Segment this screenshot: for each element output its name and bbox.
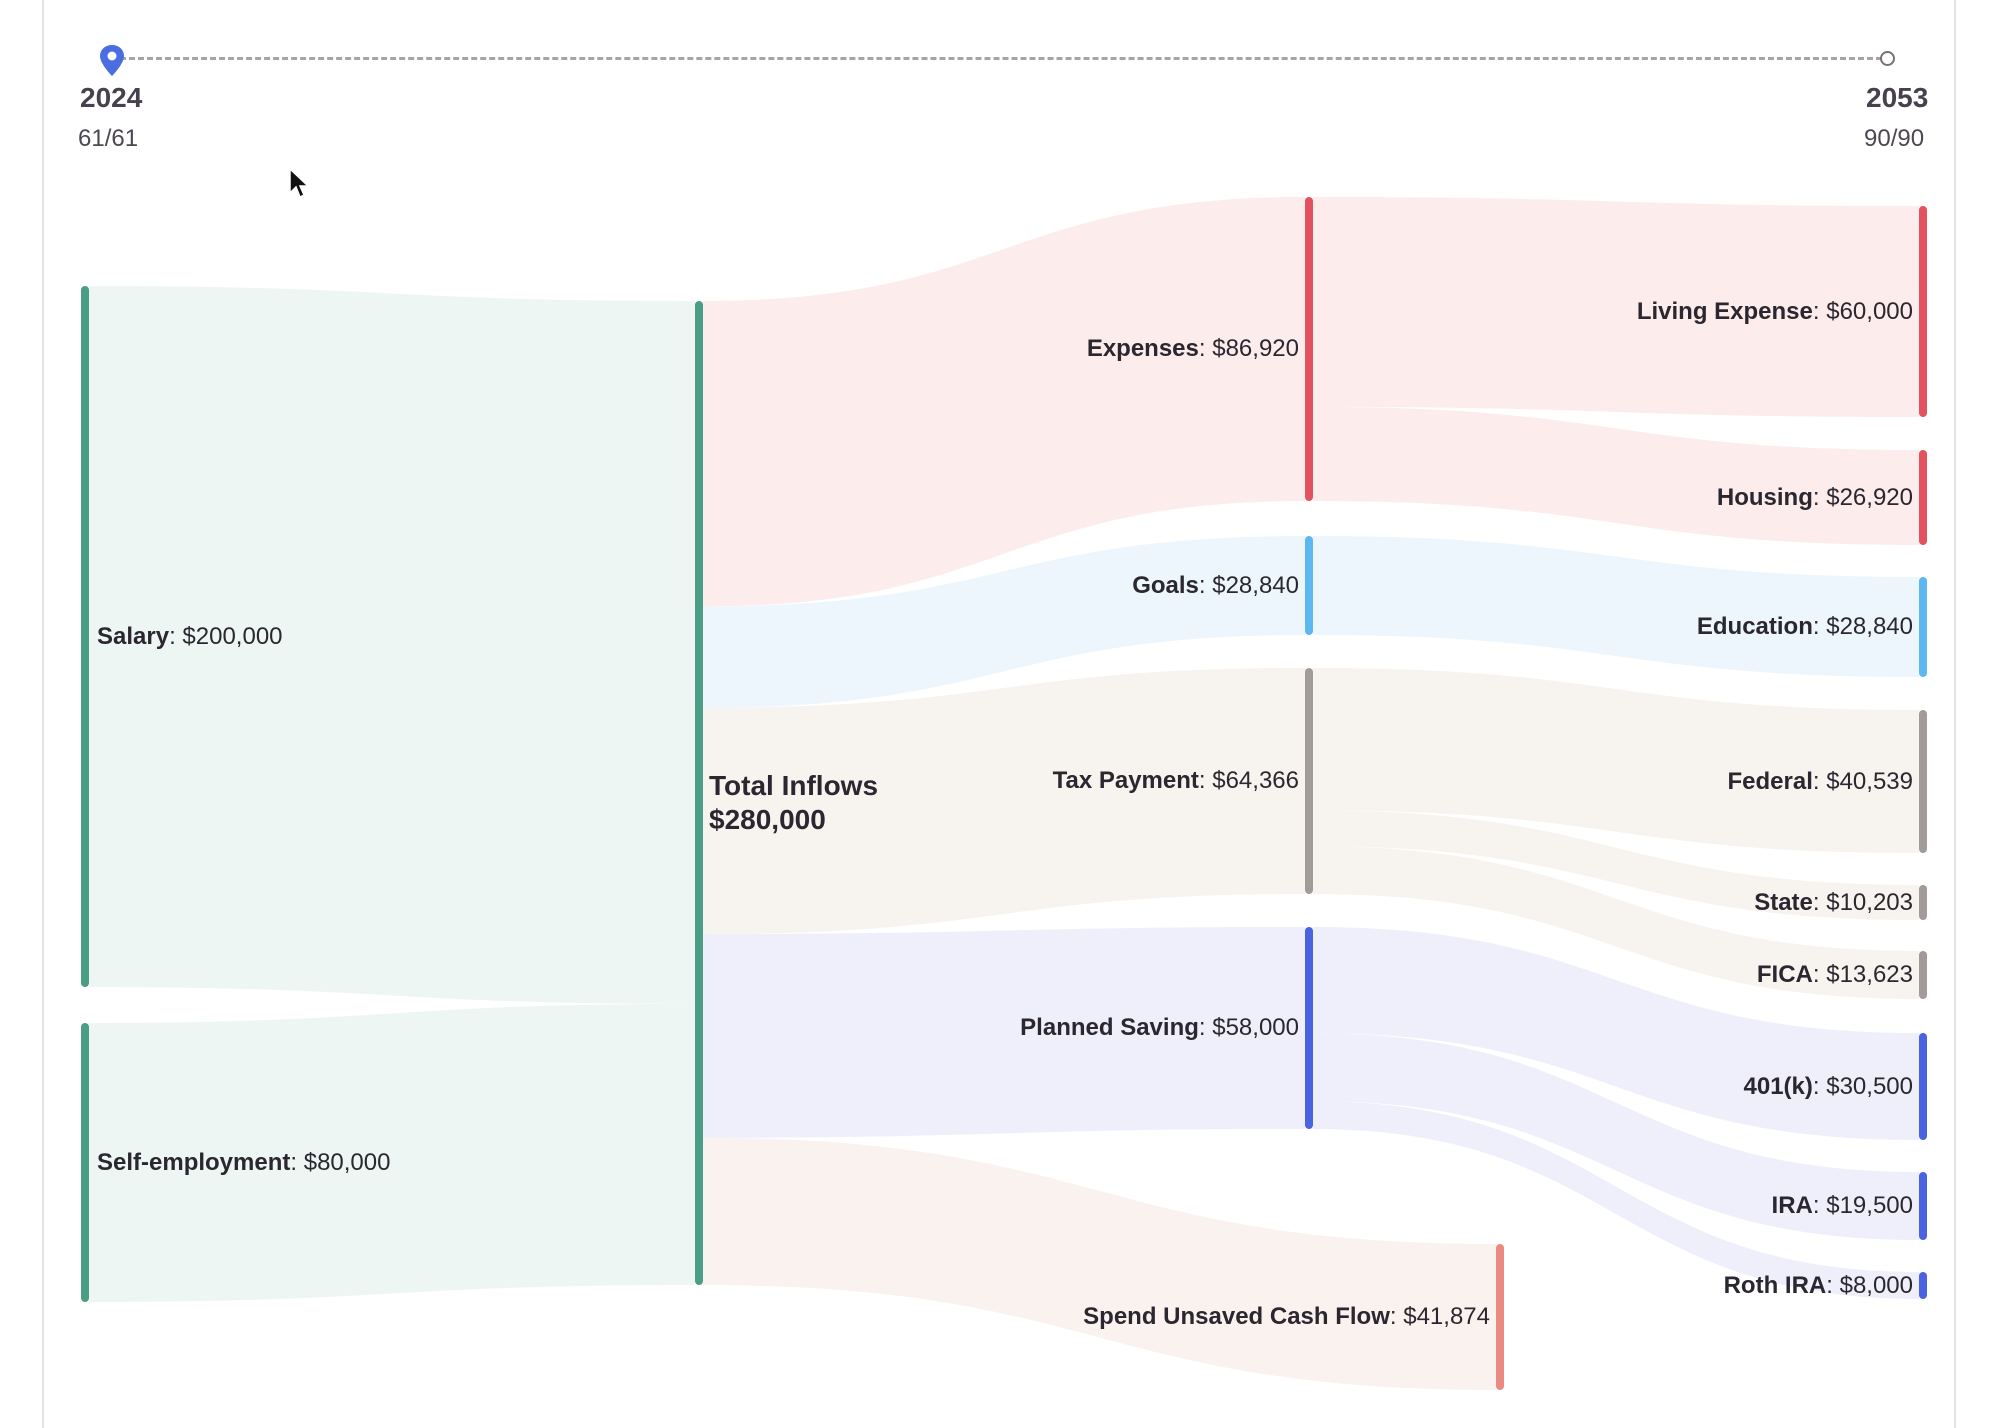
node-bar-living[interactable] xyxy=(1919,206,1927,417)
link-saving-ira[interactable] xyxy=(1313,1033,1919,1240)
node-name: Roth IRA xyxy=(1723,1271,1827,1299)
link-expenses-housing[interactable] xyxy=(1313,406,1919,545)
node-label-ira: IRA: $19,500 xyxy=(1771,1192,1913,1219)
node-label-housing: Housing: $26,920 xyxy=(1716,483,1913,511)
node-bar-roth[interactable] xyxy=(1919,1272,1927,1299)
node-label-federal: Federal: $40,539 xyxy=(1727,767,1913,795)
start-year: 2024 xyxy=(80,82,143,113)
node-name: State xyxy=(1754,888,1813,916)
node-value: $86,920 xyxy=(1212,335,1299,362)
node-bar-ira[interactable] xyxy=(1919,1172,1927,1240)
link-salary-total[interactable] xyxy=(89,286,695,1004)
node-label-expenses: Expenses: $86,920 xyxy=(1086,335,1299,362)
node-bar-tax[interactable] xyxy=(1305,668,1313,894)
node-value: $60,000 xyxy=(1826,297,1913,325)
node-name: Expenses xyxy=(1086,335,1199,362)
timeline-track xyxy=(120,57,1882,60)
node-value: $10,203 xyxy=(1826,888,1913,916)
link-saving-roth[interactable] xyxy=(1313,1101,1919,1299)
end-year: 2053 xyxy=(1866,82,1929,113)
node-name: FICA xyxy=(1756,961,1813,988)
link-selfemp-total[interactable] xyxy=(89,1003,695,1302)
node-value: $80,000 xyxy=(303,1148,391,1176)
node-bar-housing[interactable] xyxy=(1919,450,1927,545)
node-name: Goals xyxy=(1132,571,1199,599)
node-bar-salary[interactable] xyxy=(81,286,89,987)
node-name: Tax Payment xyxy=(1052,767,1199,794)
mouse-cursor-icon xyxy=(289,168,310,199)
node-value: $58,000 xyxy=(1212,1014,1299,1041)
link-total-saving[interactable] xyxy=(703,927,1305,1138)
node-label-state: State: $10,203 xyxy=(1754,888,1913,916)
link-tax-fica[interactable] xyxy=(1313,846,1919,999)
node-bar-spend[interactable] xyxy=(1496,1244,1504,1390)
node-label-tax: Tax Payment: $64,366 xyxy=(1052,767,1299,794)
link-total-tax[interactable] xyxy=(703,668,1305,935)
node-bar-selfemp[interactable] xyxy=(81,1023,89,1302)
node-bar-fica[interactable] xyxy=(1919,951,1927,999)
node-bar-federal[interactable] xyxy=(1919,710,1927,853)
node-label-living: Living Expense: $60,000 xyxy=(1636,297,1913,325)
node-bar-goals[interactable] xyxy=(1305,536,1313,635)
node-name: Federal xyxy=(1727,767,1813,795)
node-name: Salary xyxy=(97,622,170,650)
node-value: $26,920 xyxy=(1826,483,1913,511)
node-label-roth: Roth IRA: $8,000 xyxy=(1723,1271,1913,1299)
node-label-salary: Salary: $200,000 xyxy=(97,622,283,650)
node-label-k401: 401(k): $30,500 xyxy=(1743,1072,1913,1100)
node-name: Self-employment xyxy=(97,1148,291,1176)
chart-panel xyxy=(42,0,1956,1428)
node-value: $200,000 xyxy=(182,622,283,650)
node-value: $28,840 xyxy=(1212,571,1299,599)
node-label-saving: Planned Saving: $58,000 xyxy=(1020,1014,1299,1041)
link-tax-state[interactable] xyxy=(1313,810,1919,920)
link-saving-k401[interactable] xyxy=(1313,927,1919,1140)
link-expenses-living[interactable] xyxy=(1313,197,1919,417)
node-name: Planned Saving xyxy=(1020,1014,1199,1041)
total-inflows-value: $280,000 xyxy=(709,804,826,835)
node-label-spend: Spend Unsaved Cash Flow: $41,874 xyxy=(1083,1303,1490,1330)
node-value: $40,539 xyxy=(1826,767,1913,795)
node-value: $41,874 xyxy=(1403,1303,1490,1330)
node-bar-state[interactable] xyxy=(1919,885,1927,920)
node-label-fica: FICA: $13,623 xyxy=(1756,961,1913,988)
node-value: $19,500 xyxy=(1826,1192,1913,1219)
node-bar-education[interactable] xyxy=(1919,577,1927,677)
node-label-goals: Goals: $28,840 xyxy=(1132,571,1299,599)
node-value: $28,840 xyxy=(1826,613,1913,640)
link-tax-federal[interactable] xyxy=(1313,668,1919,853)
link-goals-education[interactable] xyxy=(1313,536,1919,677)
circle-marker-icon[interactable] xyxy=(1880,51,1895,66)
node-value: $64,366 xyxy=(1212,767,1299,794)
link-total-expenses[interactable] xyxy=(703,197,1305,607)
node-name: Living Expense xyxy=(1636,297,1813,325)
node-bar-k401[interactable] xyxy=(1919,1033,1927,1140)
node-bar-total[interactable] xyxy=(695,301,703,1285)
start-age: 61/61 xyxy=(78,125,139,152)
node-name: IRA xyxy=(1771,1192,1813,1219)
link-total-spend[interactable] xyxy=(703,1137,1496,1390)
node-label-total: Total Inflows $280,000 xyxy=(709,769,878,837)
map-pin-icon[interactable] xyxy=(98,44,126,78)
end-age: 90/90 xyxy=(1864,125,1925,152)
node-label-selfemp: Self-employment: $80,000 xyxy=(97,1148,391,1176)
node-name: Housing xyxy=(1716,483,1813,511)
link-total-goals[interactable] xyxy=(703,536,1305,708)
node-bar-saving[interactable] xyxy=(1305,927,1313,1129)
node-value: $8,000 xyxy=(1839,1271,1913,1299)
node-name: Spend Unsaved Cash Flow xyxy=(1083,1303,1390,1330)
node-name: Education xyxy=(1696,613,1813,640)
node-value: $30,500 xyxy=(1826,1072,1913,1100)
node-label-education: Education: $28,840 xyxy=(1696,613,1913,640)
total-inflows-title: Total Inflows xyxy=(709,770,879,801)
node-name: 401(k) xyxy=(1743,1072,1813,1100)
node-bar-expenses[interactable] xyxy=(1305,197,1313,501)
node-value: $13,623 xyxy=(1826,961,1913,988)
